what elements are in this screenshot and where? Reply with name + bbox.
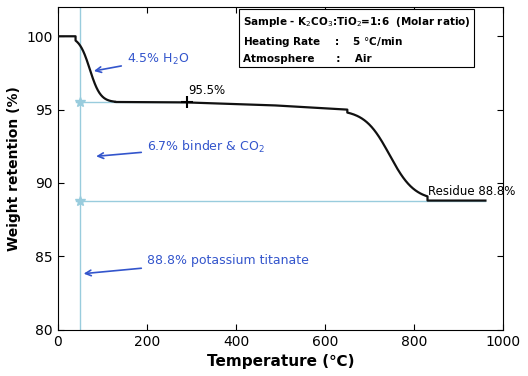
X-axis label: Temperature (℃): Temperature (℃) bbox=[207, 354, 354, 369]
Text: 88.8% potassium titanate: 88.8% potassium titanate bbox=[86, 254, 309, 276]
Text: Sample - K$_2$CO$_3$:TiO$_2$=1:6  (Molar ratio)
Heating Rate    :    5 $\degree$: Sample - K$_2$CO$_3$:TiO$_2$=1:6 (Molar … bbox=[243, 15, 470, 64]
Text: 6.7% binder & CO$_2$: 6.7% binder & CO$_2$ bbox=[98, 139, 265, 158]
Y-axis label: Weight retention (%): Weight retention (%) bbox=[7, 86, 21, 251]
Text: 4.5% H$_2$O: 4.5% H$_2$O bbox=[96, 52, 189, 72]
Text: Residue 88.8%: Residue 88.8% bbox=[428, 185, 515, 199]
Text: 95.5%: 95.5% bbox=[188, 84, 225, 97]
